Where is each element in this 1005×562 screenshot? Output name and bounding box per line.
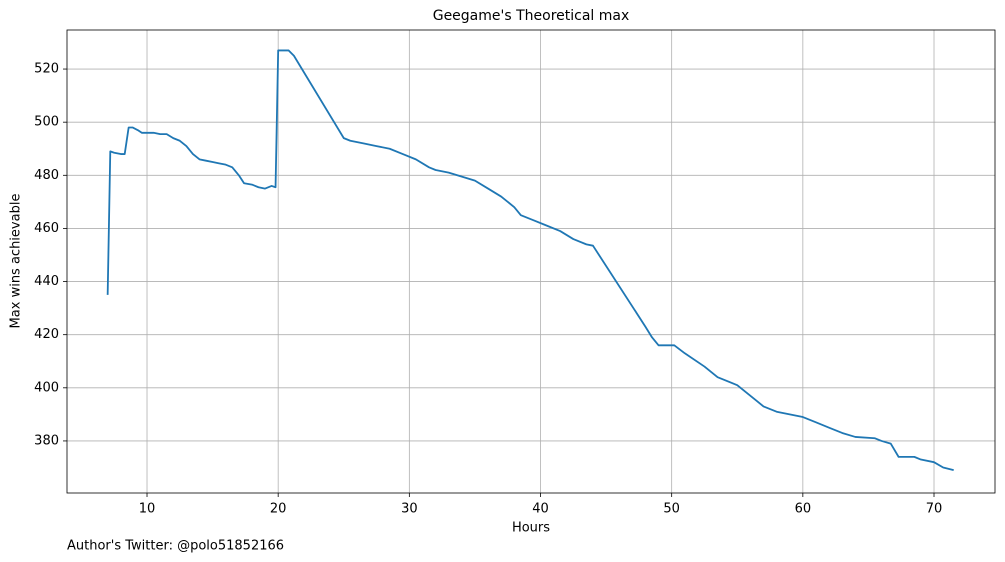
y-tick-label: 380 bbox=[34, 433, 59, 448]
y-tick-label: 400 bbox=[34, 380, 59, 395]
x-tick-label: 20 bbox=[270, 502, 287, 517]
plot-frame bbox=[66, 29, 996, 494]
y-tick-label: 500 bbox=[34, 115, 59, 130]
x-tick-label: 10 bbox=[139, 502, 156, 517]
y-tick-label: 440 bbox=[34, 274, 59, 289]
x-tick-label: 60 bbox=[795, 502, 812, 517]
x-tick-label: 40 bbox=[532, 502, 549, 517]
x-tick-label: 30 bbox=[401, 502, 418, 517]
y-tick-label: 480 bbox=[34, 168, 59, 183]
y-tick-label: 460 bbox=[34, 221, 59, 236]
x-tick-label: 70 bbox=[926, 502, 943, 517]
x-axis-label: Hours bbox=[512, 521, 550, 536]
x-tick-label: 50 bbox=[663, 502, 680, 517]
data-line bbox=[106, 49, 954, 472]
y-tick-label: 420 bbox=[34, 327, 59, 342]
chart-title: Geegame's Theoretical max bbox=[433, 8, 630, 24]
y-axis-label: Max wins achievable bbox=[9, 194, 24, 329]
footnote: Author's Twitter: @polo51852166 bbox=[67, 539, 284, 554]
y-tick-label: 520 bbox=[34, 62, 59, 77]
